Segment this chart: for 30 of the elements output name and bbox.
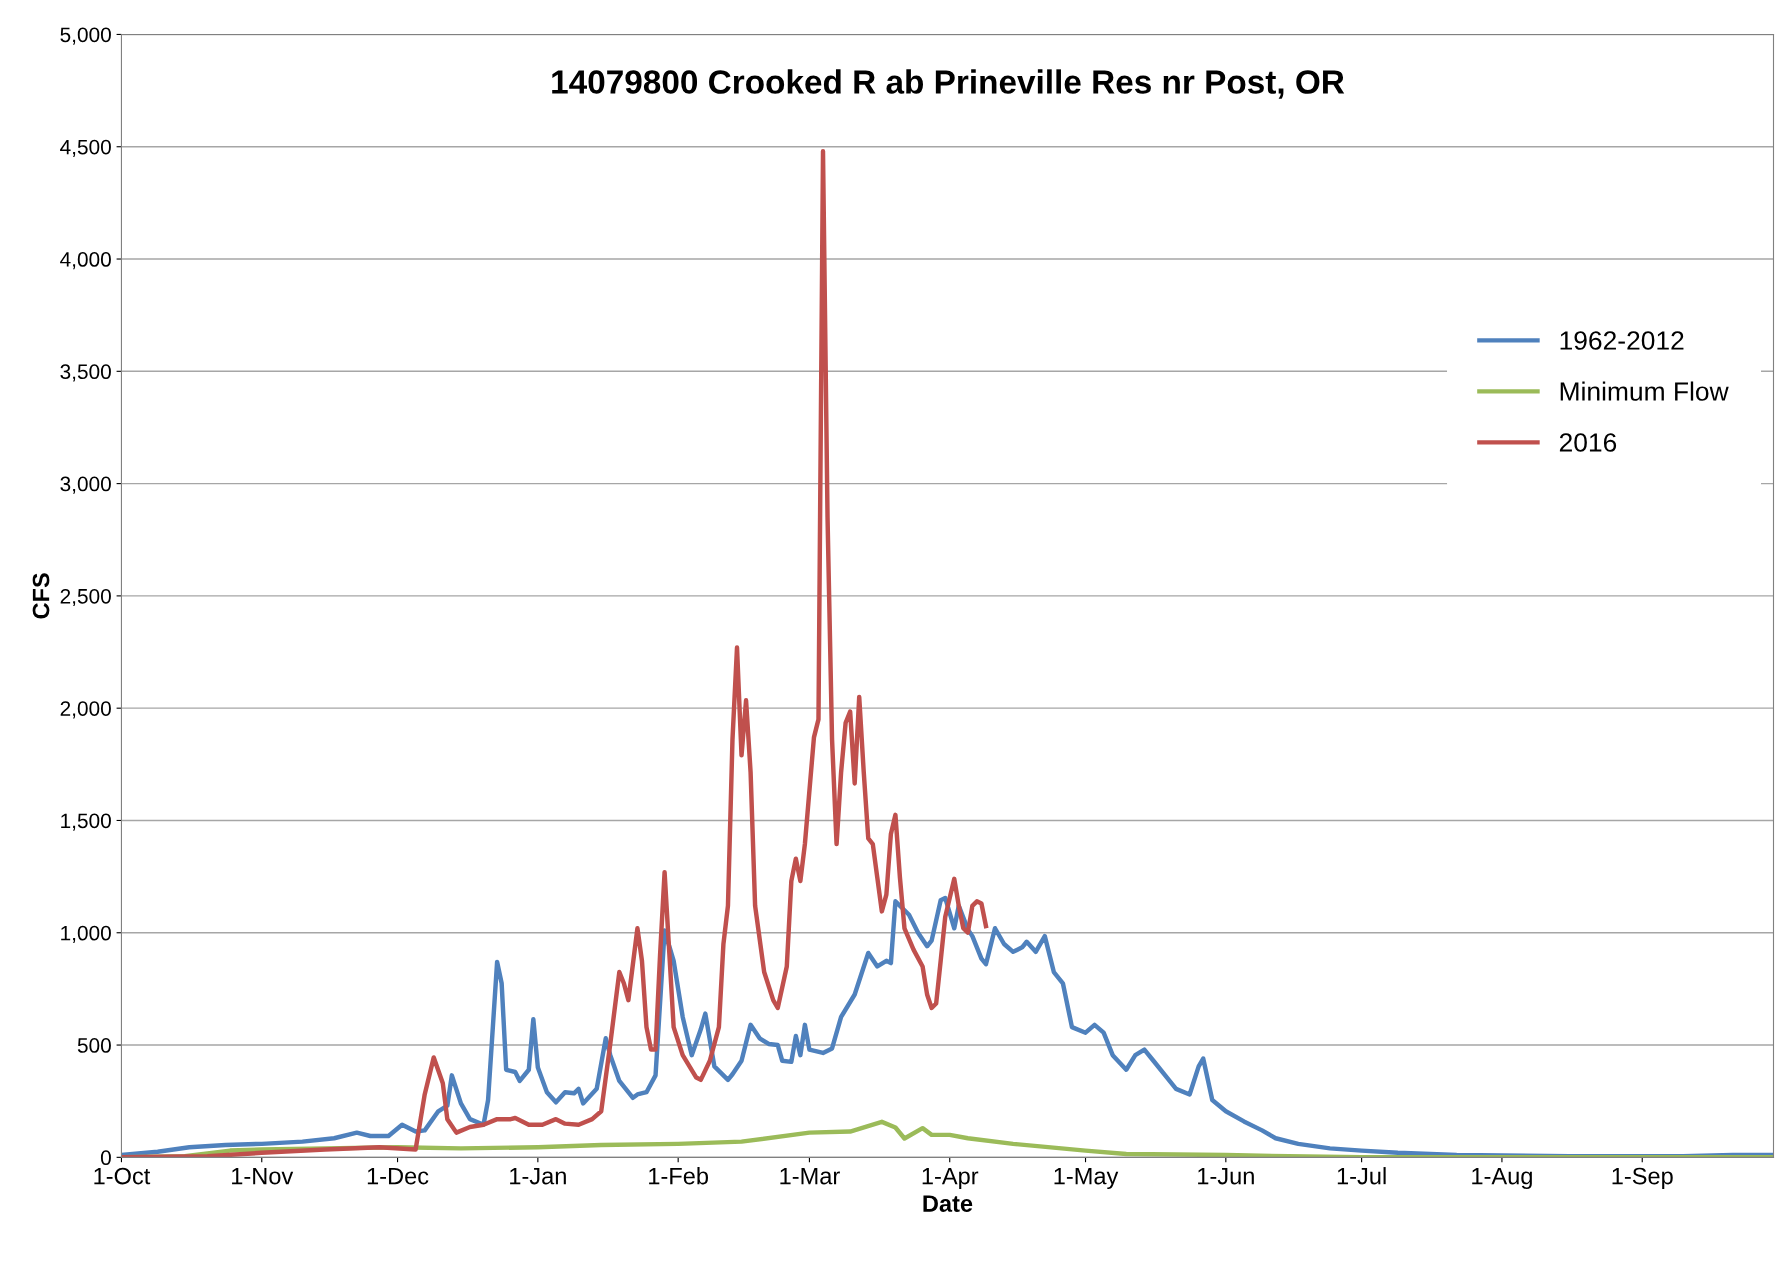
x-tick-label: 1-Apr <box>922 1167 979 1190</box>
x-tick-label: 1-Jan <box>510 1167 566 1185</box>
x-axis-title: Date <box>923 1195 973 1212</box>
x-tick-label: 1-May <box>1054 1167 1119 1190</box>
y-tick-label: 500 <box>77 1038 111 1053</box>
y-tick-label: 2,000 <box>60 701 111 719</box>
y-tick-label: 1,000 <box>61 925 111 943</box>
x-tick-label: 1-Jun <box>1198 1167 1254 1185</box>
x-tick-label: 1-Mar <box>780 1167 840 1185</box>
text: 14079800 Crooked R ab Prineville Res nr Post, OR <box>552 69 1345 99</box>
y-tick-label: 2,500 <box>60 588 111 607</box>
y-axis-title: CFS <box>32 573 50 619</box>
x-tick-label: 1-Dec <box>367 1167 429 1185</box>
x-tick-label: 1-Jul <box>1337 1167 1386 1185</box>
y-tick-label: 1,500 <box>61 813 111 831</box>
y-tick-label: 5,000 <box>60 27 111 45</box>
x-tick-label: 1-Oct <box>94 1167 151 1185</box>
legend-label: Minimum Flow <box>1560 381 1729 401</box>
y-tick-label: 3,500 <box>60 364 111 382</box>
x-tick-label: 1-Sep <box>1612 1167 1673 1190</box>
line-series <box>121 149 989 1158</box>
y-tick-label: 4,000 <box>60 252 111 270</box>
x-tick-label: 1-Feb <box>649 1167 709 1185</box>
x-tick-label: 1-Aug <box>1472 1167 1532 1190</box>
legend-label: 2016 <box>1559 433 1617 452</box>
y-tick-label: 4,500 <box>60 139 111 157</box>
legend-label: 1962-2012 <box>1560 331 1684 350</box>
y-tick-label: 3,000 <box>60 476 111 494</box>
x-tick-label: 1-Nov <box>232 1167 294 1185</box>
y-tick-label: 0 <box>100 1150 111 1166</box>
